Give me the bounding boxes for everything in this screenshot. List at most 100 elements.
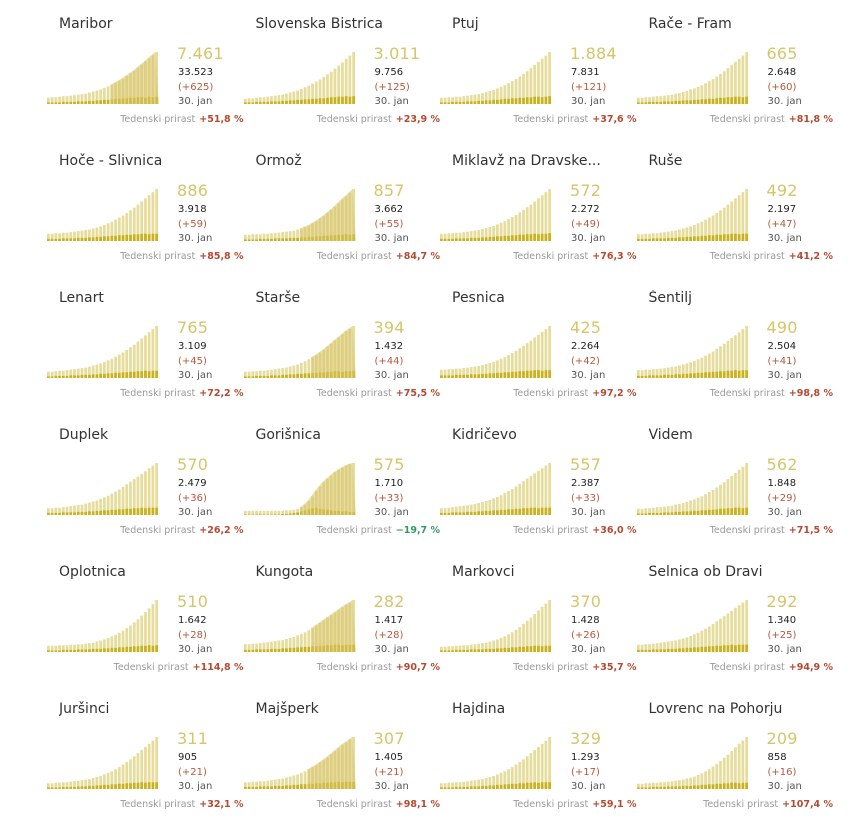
active-bar: [306, 359, 310, 378]
active-bar: [303, 87, 306, 104]
active-bar: [88, 92, 91, 104]
active-bar: [499, 222, 503, 241]
active-bar: [643, 644, 647, 652]
municipality-card[interactable]: Gorišnica 575 1.710 (+33) 30. jan Tedenski pr…: [243, 421, 440, 558]
active-bar: [132, 207, 136, 241]
active-bar: [529, 476, 533, 515]
active-bar: [65, 645, 69, 652]
municipality-card[interactable]: Slovenska Bistrica 3.011 9.756 (+125) 30. ja…: [243, 10, 440, 147]
municipality-card[interactable]: Lovrenc na Pohorju 209 858 (+16) 30. jan Tede…: [636, 695, 833, 832]
municipality-card[interactable]: Pesnica 425 2.264 (+42) 30. jan Tedenski prir…: [440, 284, 637, 421]
municipality-card[interactable]: Ptuj 1.884 7.831 (+121) 30. jan Tedenski prir…: [440, 10, 637, 147]
active-bar: [129, 625, 132, 652]
active-bar: [741, 55, 744, 104]
new-cases-bar: [440, 512, 443, 515]
municipality-card[interactable]: Hoče - Slivnica 886 3.918 (+59) 30. jan Teden…: [47, 147, 244, 284]
new-cases-bar: [47, 512, 50, 515]
municipality-card[interactable]: Hajdina 329 1.293 (+17) 30. jan Tedenski prir…: [440, 695, 637, 832]
active-bar: [451, 233, 454, 241]
new-cases-bar: [741, 370, 744, 378]
municipality-name: Ruše: [648, 153, 683, 169]
municipality-card[interactable]: Markovci 370 1.428 (+26) 30. jan Tedenski pri…: [440, 558, 637, 695]
active-bar: [110, 493, 114, 515]
total-cases-value: 2.197: [767, 204, 797, 215]
municipality-name: Šentilj: [648, 290, 693, 306]
new-cases-bar: [106, 99, 110, 104]
municipality-card[interactable]: Oplotnica 510 1.642 (+28) 30. jan Tedenski pr…: [47, 558, 244, 695]
active-bar: [544, 740, 548, 789]
municipality-card[interactable]: Starše 394 1.432 (+44) 30. jan Tedenski prira…: [243, 284, 440, 421]
municipality-card[interactable]: Selnica ob Dravi 292 1.340 (+25) 30. jan Tede…: [636, 558, 833, 695]
new-cases-bar: [277, 101, 280, 104]
active-bar: [651, 643, 655, 652]
new-cases-bar: [243, 376, 247, 378]
active-cases-value: 209: [766, 729, 798, 748]
new-cases-bar: [537, 508, 540, 515]
active-bar: [540, 195, 544, 241]
new-cases-bar: [518, 508, 522, 515]
municipality-card[interactable]: Videm 562 1.848 (+29) 30. jan Tedenski priras…: [636, 421, 833, 558]
daily-change-value: (+41): [767, 356, 797, 367]
active-bar: [329, 71, 333, 104]
active-bar: [117, 489, 121, 515]
new-cases-bar: [117, 235, 121, 241]
active-bar: [284, 93, 288, 104]
new-cases-bar: [696, 510, 699, 515]
municipality-card[interactable]: Šentilj 490 2.504 (+41) 30. jan Tedenski prir…: [636, 284, 833, 421]
municipality-card[interactable]: Ruše 492 2.197 (+47) 30. jan Tedenski prirast…: [636, 147, 833, 284]
active-bar: [99, 363, 102, 378]
active-bar: [65, 370, 69, 378]
date-label: 30. jan: [374, 644, 409, 655]
new-cases-bar: [247, 786, 250, 789]
new-cases-bar: [488, 100, 492, 104]
active-bar: [265, 96, 269, 104]
active-cases-value: 425: [570, 318, 602, 337]
new-cases-bar: [95, 100, 99, 104]
new-cases-bar: [125, 508, 129, 515]
active-bar: [741, 192, 744, 241]
bar-chart: [636, 600, 748, 652]
new-cases-bar: [733, 782, 737, 789]
active-bar: [533, 337, 537, 378]
active-bar: [537, 334, 540, 378]
municipality-card[interactable]: Maribor 7.461 33.523 (+625) 30. jan Tedenski …: [47, 10, 244, 147]
new-cases-bar: [647, 101, 651, 104]
weekly-growth-label: Tedenski prirast: [513, 799, 589, 810]
active-bar: [685, 227, 688, 241]
municipality-card[interactable]: Rače - Fram 665 2.648 (+60) 30. jan Tedenski …: [636, 10, 833, 147]
active-bar: [711, 351, 714, 378]
active-bar: [103, 497, 106, 515]
active-bar: [69, 369, 73, 378]
new-cases-bar: [537, 645, 540, 652]
new-cases-bar: [84, 649, 88, 652]
municipality-card[interactable]: Juršinci 311 905 (+21) 30. jan Tedenski prira…: [47, 695, 244, 832]
new-cases-bar: [636, 102, 640, 104]
new-cases-bar: [250, 102, 254, 104]
new-cases-bar: [729, 233, 733, 241]
new-cases-bar: [106, 236, 110, 241]
new-cases-bar: [80, 374, 84, 378]
active-bar: [140, 201, 144, 241]
active-bar: [537, 610, 540, 652]
active-bar: [458, 368, 462, 378]
new-cases-bar: [477, 100, 481, 104]
new-cases-bar: [655, 101, 658, 104]
new-cases-bar: [714, 645, 718, 652]
municipality-card[interactable]: Miklavž na Dravske... 572 2.272 (+49) 30. ja…: [440, 147, 637, 284]
new-cases-bar: [514, 235, 518, 241]
bar-chart: [243, 52, 355, 104]
municipality-card[interactable]: Majšperk 307 1.405 (+21) 30. jan Tedenski pri…: [243, 695, 440, 832]
daily-change-value: (+29): [767, 493, 797, 504]
municipality-card[interactable]: Lenart 765 3.109 (+45) 30. jan Tedenski prira…: [47, 284, 244, 421]
municipality-card[interactable]: Duplek 570 2.479 (+36) 30. jan Tedenski prira…: [47, 421, 244, 558]
active-bar: [492, 776, 495, 789]
new-cases-bar: [80, 786, 84, 789]
municipality-card[interactable]: Ormož 857 3.662 (+55) 30. jan Tedenski priras…: [243, 147, 440, 284]
active-bar: [643, 508, 647, 515]
new-cases-bar: [140, 645, 144, 652]
new-cases-bar: [262, 101, 265, 104]
new-cases-bar: [269, 648, 273, 652]
municipality-card[interactable]: Kidričevo 557 2.387 (+33) 30. jan Tedenski pr…: [440, 421, 637, 558]
municipality-card[interactable]: Kungota 282 1.417 (+28) 30. jan Tedenski prir…: [243, 558, 440, 695]
new-cases-bar: [492, 510, 495, 515]
